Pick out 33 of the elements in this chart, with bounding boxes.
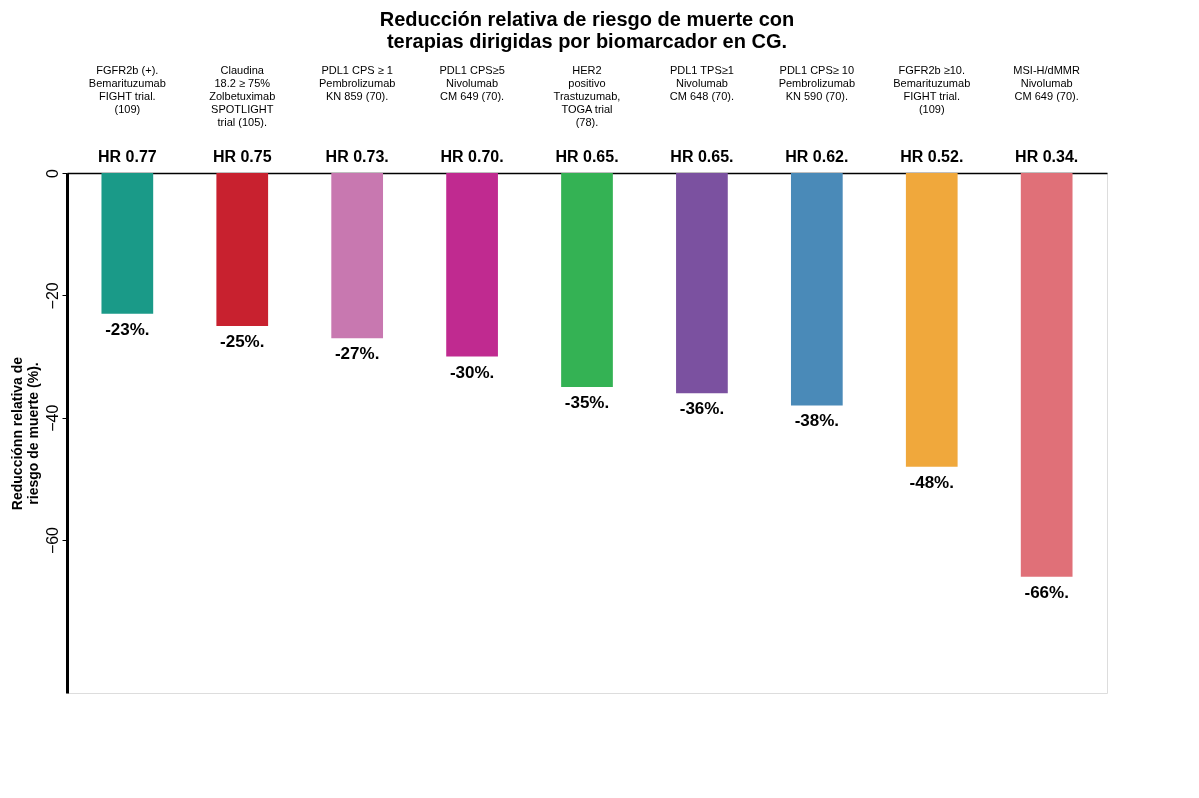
- data-label: -38%.: [794, 411, 840, 431]
- data-label: -30%.: [449, 362, 495, 382]
- annotation: HR 0.73.: [325, 148, 389, 165]
- x-tick-label: PDL1 TPS≥1 Nivolumab CM 648 (70).: [669, 63, 735, 102]
- y-tick-label: 0: [43, 168, 61, 178]
- x-tick-label: PDL1 CPS≥ 10 Pembrolizumab KN 590 (70).: [778, 63, 856, 102]
- chart-title: Reducción relativa de riesgo de muerte con terapias dirigidas por biomarcador en CG.: [379, 8, 795, 52]
- annotation: HR 0.77: [97, 148, 157, 165]
- x-tick-label: FGFR2b ≥10. Bemarituzumab FIGHT trial. (109): [893, 63, 971, 115]
- annotation: HR 0.70.: [440, 148, 504, 165]
- data-label: -25%.: [220, 331, 265, 351]
- y-axis-title: Reducciónn relativa de riesgo de muerte (%).: [8, 356, 41, 511]
- y-tick-label: −40: [43, 404, 61, 432]
- data-label: -66%.: [1024, 582, 1069, 602]
- x-tick-label: PDL1 CPS ≥ 1 Pembrolizumab KN 859 (70).: [318, 63, 396, 102]
- x-tick-label: FGFR2b (+). Bemarituzumab FIGHT trial. (109): [88, 63, 166, 115]
- annotation: HR 0.34.: [1015, 148, 1079, 165]
- data-label: -36%.: [679, 399, 725, 419]
- annotation: HR 0.65.: [670, 148, 734, 165]
- x-tick-label: HER2 positivo Trastuzumab, TOGA trial (78).: [553, 63, 621, 128]
- y-tick-label: −60: [43, 526, 61, 555]
- data-label: -27%.: [334, 344, 380, 364]
- annotation: HR 0.52.: [900, 148, 964, 165]
- annotation: HR 0.65.: [555, 148, 619, 165]
- x-tick-label: Claudina 18.2 ≥ 75% Zolbetuximab SPOTLIGHT trial (105).: [209, 63, 276, 128]
- annotation: HR 0.62.: [785, 148, 849, 165]
- annotation: HR 0.75: [212, 148, 272, 165]
- x-tick-label: MSI-H/dMMR Nivolumab CM 649 (70).: [1013, 63, 1081, 102]
- y-tick-label: −20: [43, 282, 61, 310]
- data-label: -23%.: [105, 319, 150, 339]
- data-label: -35%.: [564, 393, 610, 413]
- data-label: -48%.: [909, 472, 954, 492]
- x-tick-label: PDL1 CPS≥5 Nivolumab CM 649 (70).: [439, 63, 505, 102]
